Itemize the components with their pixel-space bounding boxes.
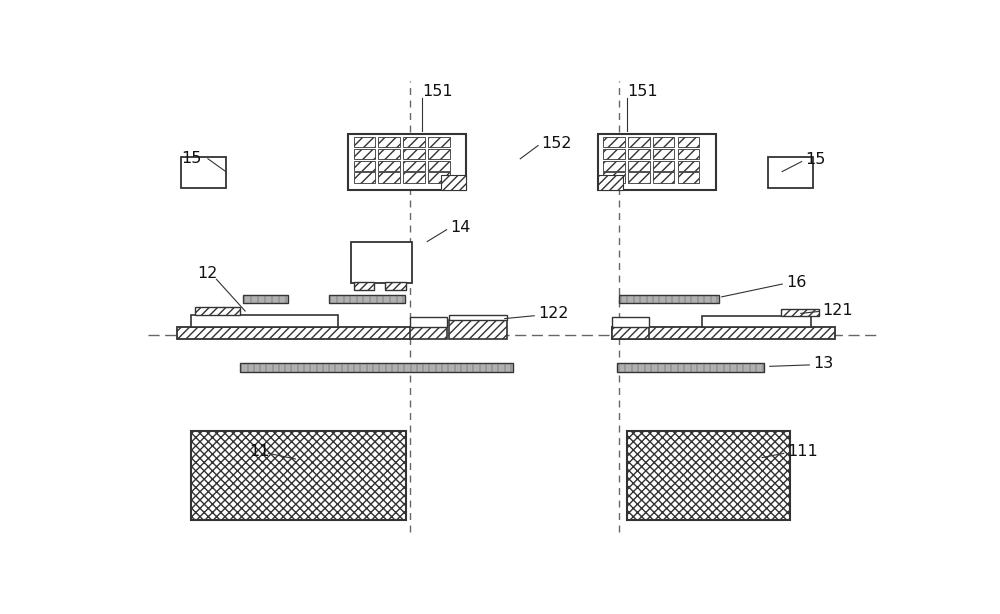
Bar: [403, 137, 425, 147]
Bar: [195, 307, 240, 315]
Bar: [385, 282, 406, 290]
Bar: [678, 137, 699, 147]
Bar: [428, 137, 450, 147]
Bar: [403, 149, 425, 159]
Text: 12: 12: [197, 266, 217, 281]
Bar: [768, 157, 813, 188]
Text: 122: 122: [538, 306, 569, 321]
Bar: [441, 176, 466, 190]
Bar: [177, 327, 411, 340]
Text: 151: 151: [627, 84, 658, 99]
Bar: [653, 137, 674, 147]
Bar: [378, 161, 400, 171]
Bar: [627, 430, 790, 521]
Bar: [243, 295, 288, 303]
Bar: [351, 243, 412, 282]
Bar: [403, 161, 425, 171]
Bar: [678, 173, 699, 183]
Bar: [603, 137, 625, 147]
Bar: [603, 173, 625, 183]
Bar: [348, 134, 466, 190]
Bar: [612, 317, 649, 327]
Text: 15: 15: [182, 151, 202, 166]
Bar: [628, 161, 650, 171]
Text: 152: 152: [541, 136, 572, 150]
Text: 11: 11: [249, 445, 270, 459]
Bar: [612, 327, 835, 340]
Bar: [181, 157, 226, 188]
Bar: [354, 161, 375, 171]
Bar: [628, 149, 650, 159]
Bar: [403, 173, 425, 183]
Bar: [191, 430, 406, 521]
Bar: [378, 149, 400, 159]
Text: 16: 16: [786, 275, 806, 290]
Bar: [378, 137, 400, 147]
Text: 151: 151: [422, 84, 452, 99]
Text: 14: 14: [450, 220, 471, 235]
Bar: [240, 363, 512, 373]
Bar: [603, 149, 625, 159]
Bar: [628, 173, 650, 183]
Bar: [653, 161, 674, 171]
Text: 111: 111: [788, 445, 818, 459]
Bar: [628, 137, 650, 147]
Bar: [329, 295, 405, 303]
Bar: [428, 161, 450, 171]
Bar: [598, 134, 716, 190]
Bar: [449, 321, 507, 340]
Bar: [617, 363, 764, 373]
Text: 15: 15: [805, 152, 826, 167]
Bar: [781, 309, 819, 316]
Bar: [354, 173, 375, 183]
Bar: [354, 149, 375, 159]
Bar: [612, 327, 649, 340]
Bar: [428, 149, 450, 159]
Bar: [354, 282, 374, 290]
Bar: [702, 316, 811, 327]
Bar: [428, 173, 450, 183]
Bar: [354, 137, 375, 147]
Text: 121: 121: [822, 303, 853, 317]
Bar: [410, 327, 447, 340]
Bar: [603, 161, 625, 171]
Bar: [598, 176, 623, 190]
Text: 13: 13: [813, 356, 833, 371]
Bar: [619, 295, 719, 303]
Bar: [449, 315, 507, 321]
Bar: [678, 149, 699, 159]
Bar: [653, 149, 674, 159]
Bar: [653, 173, 674, 183]
Bar: [191, 315, 338, 327]
Bar: [378, 173, 400, 183]
Bar: [410, 317, 447, 327]
Bar: [678, 161, 699, 171]
